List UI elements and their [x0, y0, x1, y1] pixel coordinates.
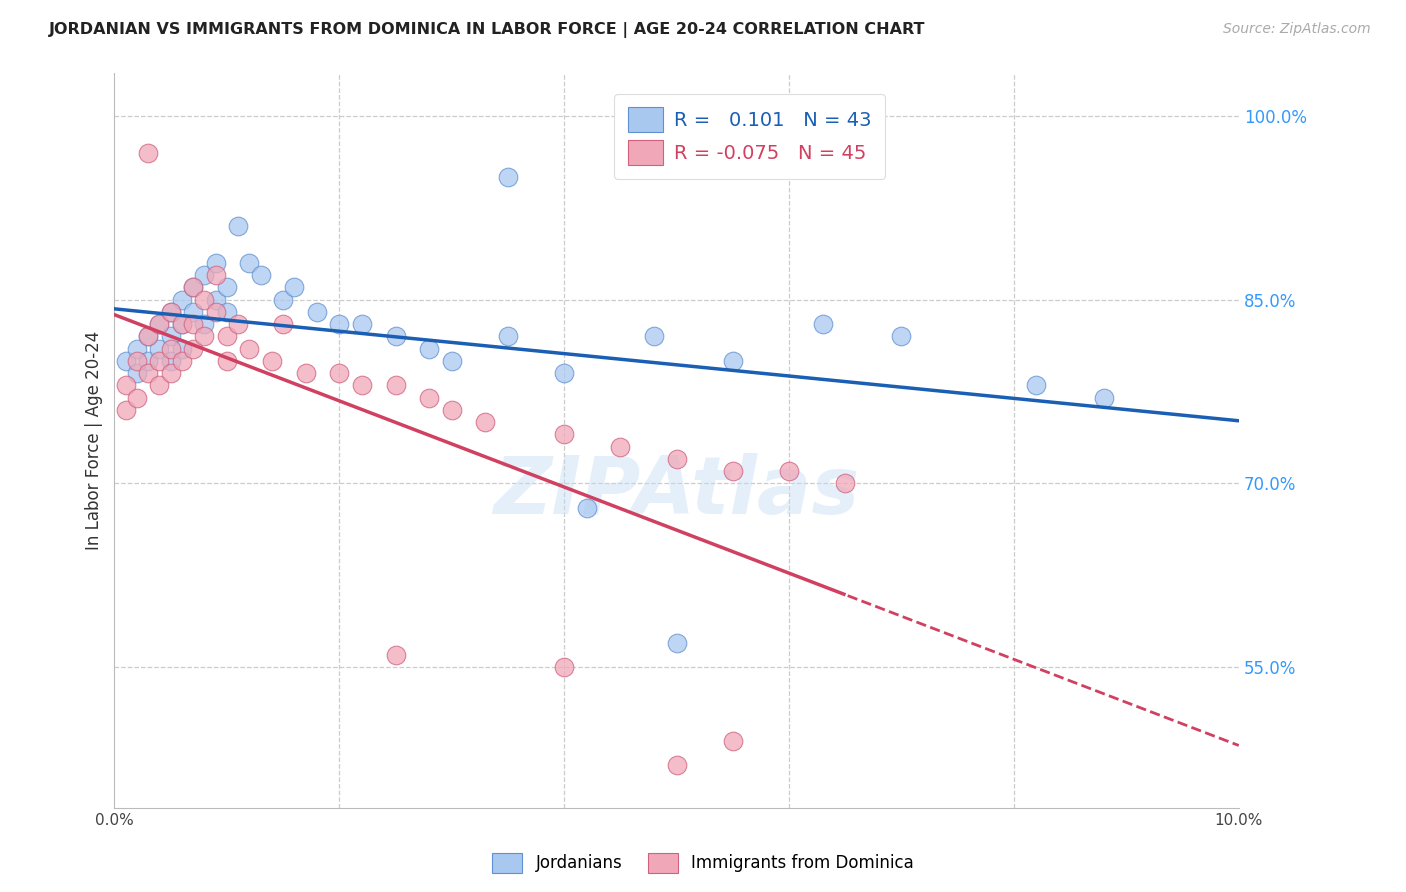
Point — [384, 378, 406, 392]
Point — [181, 317, 204, 331]
Point — [181, 280, 204, 294]
Point — [181, 280, 204, 294]
Point — [226, 219, 249, 234]
Point — [181, 305, 204, 319]
Point — [575, 500, 598, 515]
Point — [193, 317, 215, 331]
Point — [136, 366, 159, 380]
Point — [1025, 378, 1047, 392]
Point — [204, 293, 226, 307]
Point — [249, 268, 271, 282]
Point — [418, 391, 440, 405]
Point — [159, 329, 181, 343]
Point — [159, 305, 181, 319]
Point — [238, 342, 260, 356]
Point — [159, 342, 181, 356]
Point — [159, 354, 181, 368]
Point — [665, 758, 688, 772]
Point — [114, 378, 136, 392]
Point — [204, 256, 226, 270]
Point — [114, 403, 136, 417]
Point — [125, 391, 148, 405]
Point — [553, 427, 575, 442]
Point — [643, 329, 665, 343]
Legend: R =   0.101   N = 43, R = -0.075   N = 45: R = 0.101 N = 43, R = -0.075 N = 45 — [614, 94, 886, 178]
Point — [778, 464, 800, 478]
Point — [553, 660, 575, 674]
Point — [721, 733, 744, 747]
Y-axis label: In Labor Force | Age 20-24: In Labor Force | Age 20-24 — [86, 331, 103, 550]
Point — [271, 317, 294, 331]
Point — [170, 317, 193, 331]
Point — [496, 170, 519, 185]
Point — [440, 354, 463, 368]
Point — [721, 464, 744, 478]
Text: Source: ZipAtlas.com: Source: ZipAtlas.com — [1223, 22, 1371, 37]
Point — [148, 342, 170, 356]
Point — [665, 635, 688, 649]
Point — [170, 354, 193, 368]
Legend: Jordanians, Immigrants from Dominica: Jordanians, Immigrants from Dominica — [485, 847, 921, 880]
Point — [170, 342, 193, 356]
Point — [215, 305, 238, 319]
Point — [553, 366, 575, 380]
Point — [294, 366, 316, 380]
Point — [136, 329, 159, 343]
Point — [496, 329, 519, 343]
Point — [159, 366, 181, 380]
Point — [193, 293, 215, 307]
Point — [271, 293, 294, 307]
Point — [136, 329, 159, 343]
Point — [114, 354, 136, 368]
Point — [181, 342, 204, 356]
Point — [384, 648, 406, 662]
Point — [136, 145, 159, 160]
Point — [811, 317, 834, 331]
Point — [170, 317, 193, 331]
Point — [1092, 391, 1115, 405]
Point — [148, 317, 170, 331]
Point — [148, 317, 170, 331]
Text: JORDANIAN VS IMMIGRANTS FROM DOMINICA IN LABOR FORCE | AGE 20-24 CORRELATION CHA: JORDANIAN VS IMMIGRANTS FROM DOMINICA IN… — [49, 22, 925, 38]
Point — [215, 329, 238, 343]
Point — [440, 403, 463, 417]
Point — [125, 342, 148, 356]
Point — [148, 354, 170, 368]
Text: ZIPAtlas: ZIPAtlas — [494, 453, 859, 531]
Point — [125, 366, 148, 380]
Point — [305, 305, 328, 319]
Point — [148, 378, 170, 392]
Point — [238, 256, 260, 270]
Point — [609, 440, 631, 454]
Point — [215, 354, 238, 368]
Point — [215, 280, 238, 294]
Point — [226, 317, 249, 331]
Point — [890, 329, 912, 343]
Point — [384, 329, 406, 343]
Point — [125, 354, 148, 368]
Point — [665, 451, 688, 466]
Point — [136, 354, 159, 368]
Point — [204, 268, 226, 282]
Point — [283, 280, 305, 294]
Point — [834, 476, 856, 491]
Point — [474, 415, 496, 429]
Point — [193, 268, 215, 282]
Point — [350, 378, 373, 392]
Point — [193, 329, 215, 343]
Point — [159, 305, 181, 319]
Point — [170, 293, 193, 307]
Point — [418, 342, 440, 356]
Point — [204, 305, 226, 319]
Point — [260, 354, 283, 368]
Point — [721, 354, 744, 368]
Point — [350, 317, 373, 331]
Point — [328, 366, 350, 380]
Point — [328, 317, 350, 331]
